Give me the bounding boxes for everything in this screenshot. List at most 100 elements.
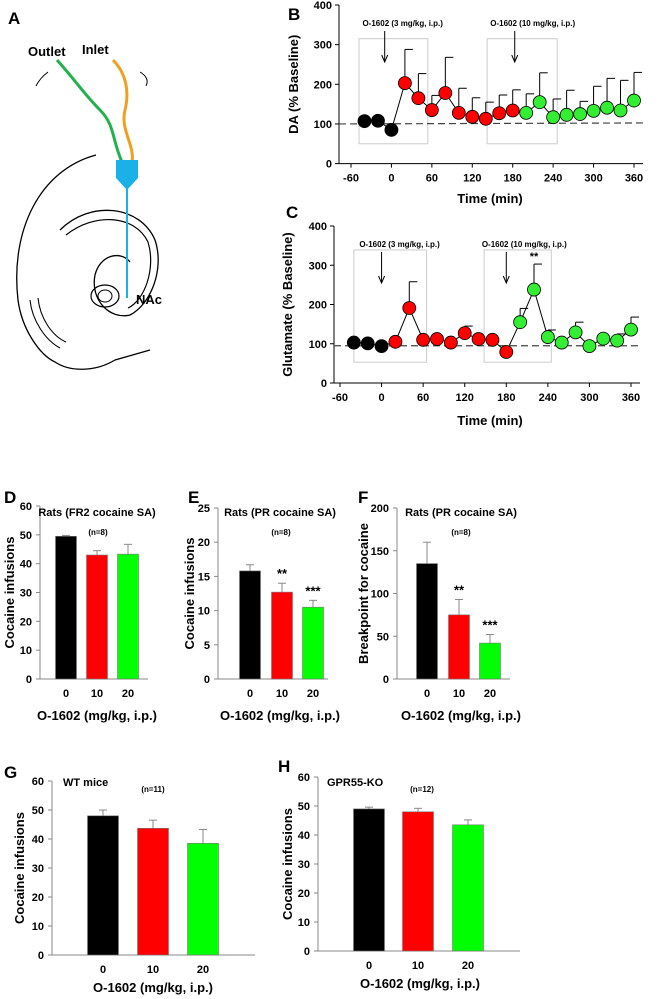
chart-title: Rats (FR2 cocaine SA) <box>38 507 156 519</box>
panel-h: H 0 10 20 30 40 50 60 0 10 20 GPR55-KO (n=12) O-1602 … <box>278 757 520 991</box>
injection-annotation: O-1602 (10 mg/kg, i.p.) <box>490 19 575 28</box>
x-tick-label: 120 <box>463 173 481 185</box>
x-tick-label: -60 <box>343 173 359 185</box>
chart-title: WT mice <box>63 777 108 789</box>
data-point <box>478 111 493 126</box>
data-point <box>613 103 628 118</box>
y-tick-label: 0 <box>321 378 327 390</box>
data-point <box>457 326 472 341</box>
x-tick-label: 10 <box>276 688 288 700</box>
x-tick-label: 20 <box>122 688 134 700</box>
highlight-box <box>358 38 429 145</box>
x-tick-label: 360 <box>622 392 640 404</box>
y-tick-label: 20 <box>198 537 210 549</box>
y-axis-title: Cocaine infusions <box>12 812 27 924</box>
bar <box>452 824 484 952</box>
y-tick-label: 50 <box>377 631 389 643</box>
y-tick-label: 50 <box>20 530 32 542</box>
y-tick-label: 20 <box>298 888 310 900</box>
y-axis-title: Glutamate (% Baseline) <box>280 232 295 377</box>
x-tick-label: 0 <box>424 688 430 700</box>
data-point <box>540 330 555 344</box>
data-point <box>357 114 372 129</box>
x-tick-label: 20 <box>462 960 474 972</box>
significance-marker: *** <box>482 618 498 633</box>
highlight-box <box>483 249 552 363</box>
y-tick-label: 100 <box>371 589 389 601</box>
panel-c: C 0 100 200 300 400 -60 0 60 120 180 240 300 360 Time … <box>280 203 640 428</box>
arrow-head-icon <box>378 275 386 285</box>
x-tick-label: 0 <box>366 960 372 972</box>
bar <box>86 554 108 680</box>
outlet-tube <box>55 58 124 163</box>
outlet-flow-arrow-icon <box>35 71 49 87</box>
data-point <box>388 334 403 349</box>
y-axis-title: Cocaine infusions <box>280 808 295 920</box>
highlight-box <box>353 249 428 363</box>
data-point <box>374 339 389 354</box>
x-tick-label: 20 <box>197 964 209 976</box>
y-tick-label: 0 <box>304 946 310 958</box>
y-tick-label: 20 <box>20 616 32 628</box>
x-tick-label: 180 <box>497 392 515 404</box>
x-axis-title: O-1602 (mg/kg, i.p.) <box>37 708 157 723</box>
inlet-label: Inlet <box>82 42 109 57</box>
y-tick-label: 100 <box>314 119 332 131</box>
data-point <box>485 332 500 347</box>
x-axis-title: Time (min) <box>457 191 523 206</box>
y-tick-label: 50 <box>298 801 310 813</box>
data-point <box>416 332 431 347</box>
significance-marker: *** <box>305 583 321 598</box>
striatum-outline <box>65 218 152 309</box>
panel-letter: C <box>286 203 298 222</box>
x-tick-label: 180 <box>504 173 522 185</box>
y-tick-label: 0 <box>26 674 32 686</box>
chart-title: Rats (PR cocaine SA) <box>405 507 517 519</box>
arrow-head-icon <box>502 275 510 285</box>
x-axis-title: O-1602 (mg/kg, i.p.) <box>93 980 213 995</box>
sample-size-label: (n=8) <box>451 528 471 537</box>
inlet-tube <box>111 58 134 163</box>
y-tick-label: 200 <box>314 79 332 91</box>
y-tick-label: 400 <box>309 221 327 233</box>
panel-letter: D <box>4 488 16 507</box>
y-axis-title: DA (% Baseline) <box>286 35 301 134</box>
data-point <box>610 333 625 348</box>
x-tick-label: 0 <box>379 392 385 404</box>
data-point <box>519 105 534 120</box>
y-tick-label: 0 <box>383 674 389 686</box>
data-point <box>568 325 583 340</box>
data-point <box>527 282 541 297</box>
y-tick-label: 10 <box>20 645 32 657</box>
bar <box>302 606 324 680</box>
y-axis-title: Cocaine infusions <box>2 537 17 649</box>
panel-letter: G <box>4 763 17 782</box>
panel-g: G 0 10 20 30 40 50 60 0 10 20 WT mice (n=11) O-1602 (… <box>4 763 255 995</box>
y-tick-label: 400 <box>314 0 332 12</box>
significance-marker: ** <box>530 251 539 263</box>
y-tick-label: 25 <box>198 503 210 515</box>
data-point <box>438 86 453 100</box>
brain-outline <box>16 154 151 370</box>
panel-letter: F <box>358 488 368 507</box>
y-axis-title: Cocaine infusions <box>182 538 197 650</box>
anterior-commissure-core <box>97 289 113 303</box>
y-tick-label: 300 <box>314 40 332 52</box>
y-tick-label: 0 <box>204 674 210 686</box>
arrow-head-icon <box>511 54 519 64</box>
data-point <box>586 103 601 118</box>
sample-size-label: (n=11) <box>141 785 165 794</box>
data-point <box>600 100 614 115</box>
injection-annotation: O-1602 (3 mg/kg, i.p.) <box>362 19 443 28</box>
chart-title: GPR55-KO <box>327 777 384 789</box>
anterior-commissure-outline <box>90 284 120 308</box>
y-tick-label: 20 <box>32 892 44 904</box>
data-point <box>624 322 638 337</box>
x-tick-label: 10 <box>91 688 103 700</box>
panel-f: F 0 50 100 150 200 0 10 ** 20 *** Rats (PR cocaine … <box>356 488 521 723</box>
ventricle-outline <box>59 209 159 317</box>
y-tick-label: 150 <box>371 546 389 558</box>
x-axis-title: O-1602 (mg/kg, i.p.) <box>360 976 480 991</box>
significance-marker: ** <box>277 566 288 581</box>
bar <box>137 827 169 956</box>
